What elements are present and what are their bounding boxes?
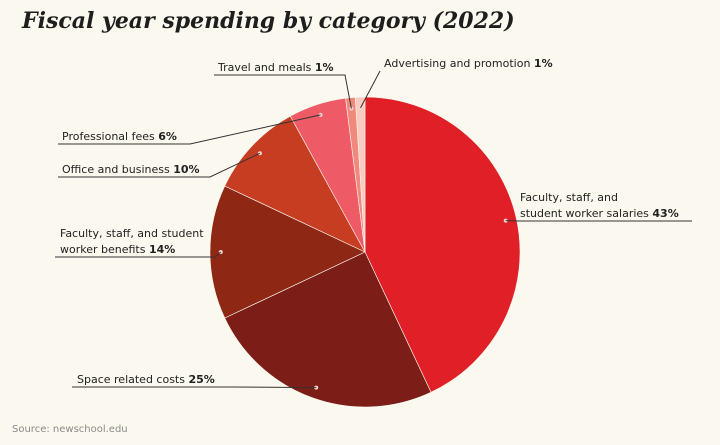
leader-line-advertising-and-promotion — [360, 70, 381, 109]
pie-slice-faculty-staff-and-student-worker-salaries — [364, 96, 521, 393]
leader-line-professional-fees — [58, 114, 321, 145]
leader-line-office-and-business — [58, 152, 261, 178]
slice-label-travel-and-meals: Travel and meals 1% — [217, 61, 334, 74]
pie-slice-space-related-costs — [224, 251, 432, 408]
chart-title: Fiscal year spending by category (2022) — [22, 8, 515, 34]
leader-line-travel-and-meals — [214, 74, 352, 109]
slice-label-faculty-staff-and-student-worker-benefits: Faculty, staff, and student worker benefi… — [60, 227, 204, 256]
slice-label-professional-fees: Professional fees 6% — [62, 130, 177, 143]
pie-slice-advertising-and-promotion — [354, 96, 366, 253]
slice-label-advertising-and-promotion: Advertising and promotion 1% — [384, 57, 553, 70]
pie-slice-office-and-business — [224, 115, 366, 253]
slice-label-space-related-costs: Space related costs 25% — [77, 373, 215, 386]
leader-line-space-related-costs — [72, 386, 317, 389]
leader-line-faculty-staff-and-student-worker-benefits — [55, 251, 222, 258]
slice-label-faculty-staff-and-student-worker-salaries: Faculty, staff, and student worker salari… — [520, 191, 679, 220]
pie-slice-faculty-staff-and-student-worker-benefits — [209, 185, 366, 319]
slice-label-office-and-business: Office and business 10% — [62, 163, 200, 176]
source-note: Source: newschool.edu — [12, 424, 128, 435]
